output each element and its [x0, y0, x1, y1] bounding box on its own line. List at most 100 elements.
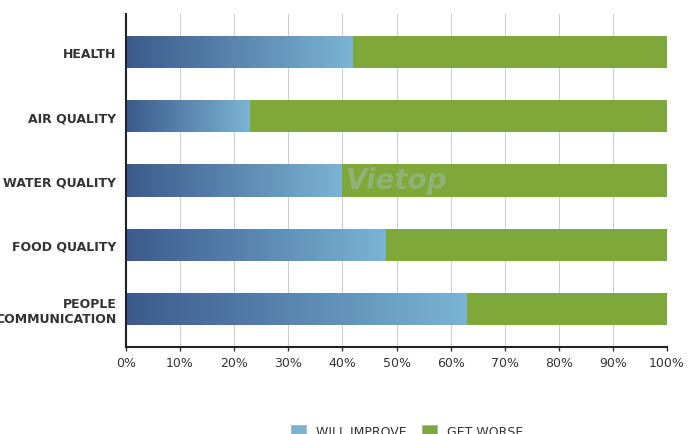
Bar: [281, 165, 282, 197]
Bar: [232, 101, 233, 133]
Bar: [214, 165, 215, 197]
Bar: [318, 37, 319, 69]
Bar: [210, 101, 211, 133]
Bar: [209, 165, 211, 197]
Bar: [260, 165, 261, 197]
Bar: [263, 37, 265, 69]
Bar: [295, 229, 296, 261]
Bar: [173, 37, 174, 69]
Bar: [259, 37, 260, 69]
Bar: [160, 293, 162, 325]
Bar: [279, 293, 281, 325]
Bar: [186, 101, 187, 133]
Bar: [134, 101, 135, 133]
Bar: [199, 37, 200, 69]
Bar: [162, 101, 163, 133]
Bar: [216, 293, 218, 325]
Bar: [462, 293, 463, 325]
Bar: [387, 293, 388, 325]
Bar: [170, 229, 172, 261]
Bar: [142, 165, 144, 197]
Bar: [278, 293, 279, 325]
Bar: [141, 293, 144, 325]
Bar: [221, 165, 223, 197]
Bar: [302, 37, 303, 69]
Bar: [287, 37, 288, 69]
Bar: [169, 37, 170, 69]
Bar: [130, 229, 132, 261]
Bar: [138, 293, 140, 325]
Bar: [280, 165, 281, 197]
Bar: [292, 37, 293, 69]
Bar: [379, 229, 381, 261]
Bar: [137, 37, 139, 69]
Bar: [288, 293, 290, 325]
Bar: [241, 165, 242, 197]
Bar: [200, 229, 202, 261]
Bar: [281, 37, 282, 69]
Bar: [207, 101, 208, 133]
Bar: [172, 293, 174, 325]
Bar: [339, 229, 340, 261]
Bar: [383, 229, 384, 261]
Bar: [244, 293, 246, 325]
Bar: [438, 293, 440, 325]
Bar: [323, 229, 325, 261]
Bar: [232, 293, 234, 325]
Bar: [229, 101, 230, 133]
Bar: [322, 165, 323, 197]
Bar: [266, 229, 267, 261]
Bar: [188, 229, 190, 261]
Bar: [153, 37, 155, 69]
Bar: [312, 293, 314, 325]
Bar: [208, 165, 209, 197]
Bar: [183, 37, 184, 69]
Bar: [321, 293, 322, 325]
Bar: [250, 101, 251, 133]
Bar: [219, 101, 220, 133]
Bar: [363, 293, 365, 325]
Bar: [196, 165, 197, 197]
Bar: [220, 165, 221, 197]
Bar: [143, 37, 144, 69]
Bar: [239, 165, 241, 197]
Bar: [182, 229, 183, 261]
Bar: [360, 293, 361, 325]
Bar: [211, 165, 213, 197]
Bar: [251, 229, 252, 261]
Bar: [216, 101, 217, 133]
Bar: [296, 293, 298, 325]
Bar: [302, 229, 304, 261]
Bar: [319, 37, 321, 69]
Bar: [294, 165, 295, 197]
Bar: [314, 293, 315, 325]
Bar: [231, 229, 232, 261]
Bar: [305, 37, 307, 69]
Bar: [262, 229, 264, 261]
Bar: [197, 101, 198, 133]
Bar: [150, 165, 151, 197]
Bar: [148, 293, 150, 325]
Bar: [314, 37, 316, 69]
Bar: [264, 293, 266, 325]
Bar: [353, 293, 354, 325]
Bar: [358, 293, 360, 325]
Bar: [219, 37, 220, 69]
Bar: [233, 293, 235, 325]
Bar: [412, 293, 414, 325]
Bar: [330, 165, 332, 197]
Bar: [411, 293, 412, 325]
Bar: [288, 229, 290, 261]
Bar: [150, 101, 151, 133]
Bar: [229, 165, 230, 197]
Bar: [182, 101, 183, 133]
Bar: [352, 37, 354, 69]
Bar: [343, 37, 344, 69]
Bar: [127, 37, 128, 69]
Bar: [196, 229, 197, 261]
Bar: [234, 37, 235, 69]
Bar: [261, 165, 262, 197]
Bar: [249, 229, 251, 261]
Bar: [197, 165, 199, 197]
Bar: [231, 165, 232, 197]
